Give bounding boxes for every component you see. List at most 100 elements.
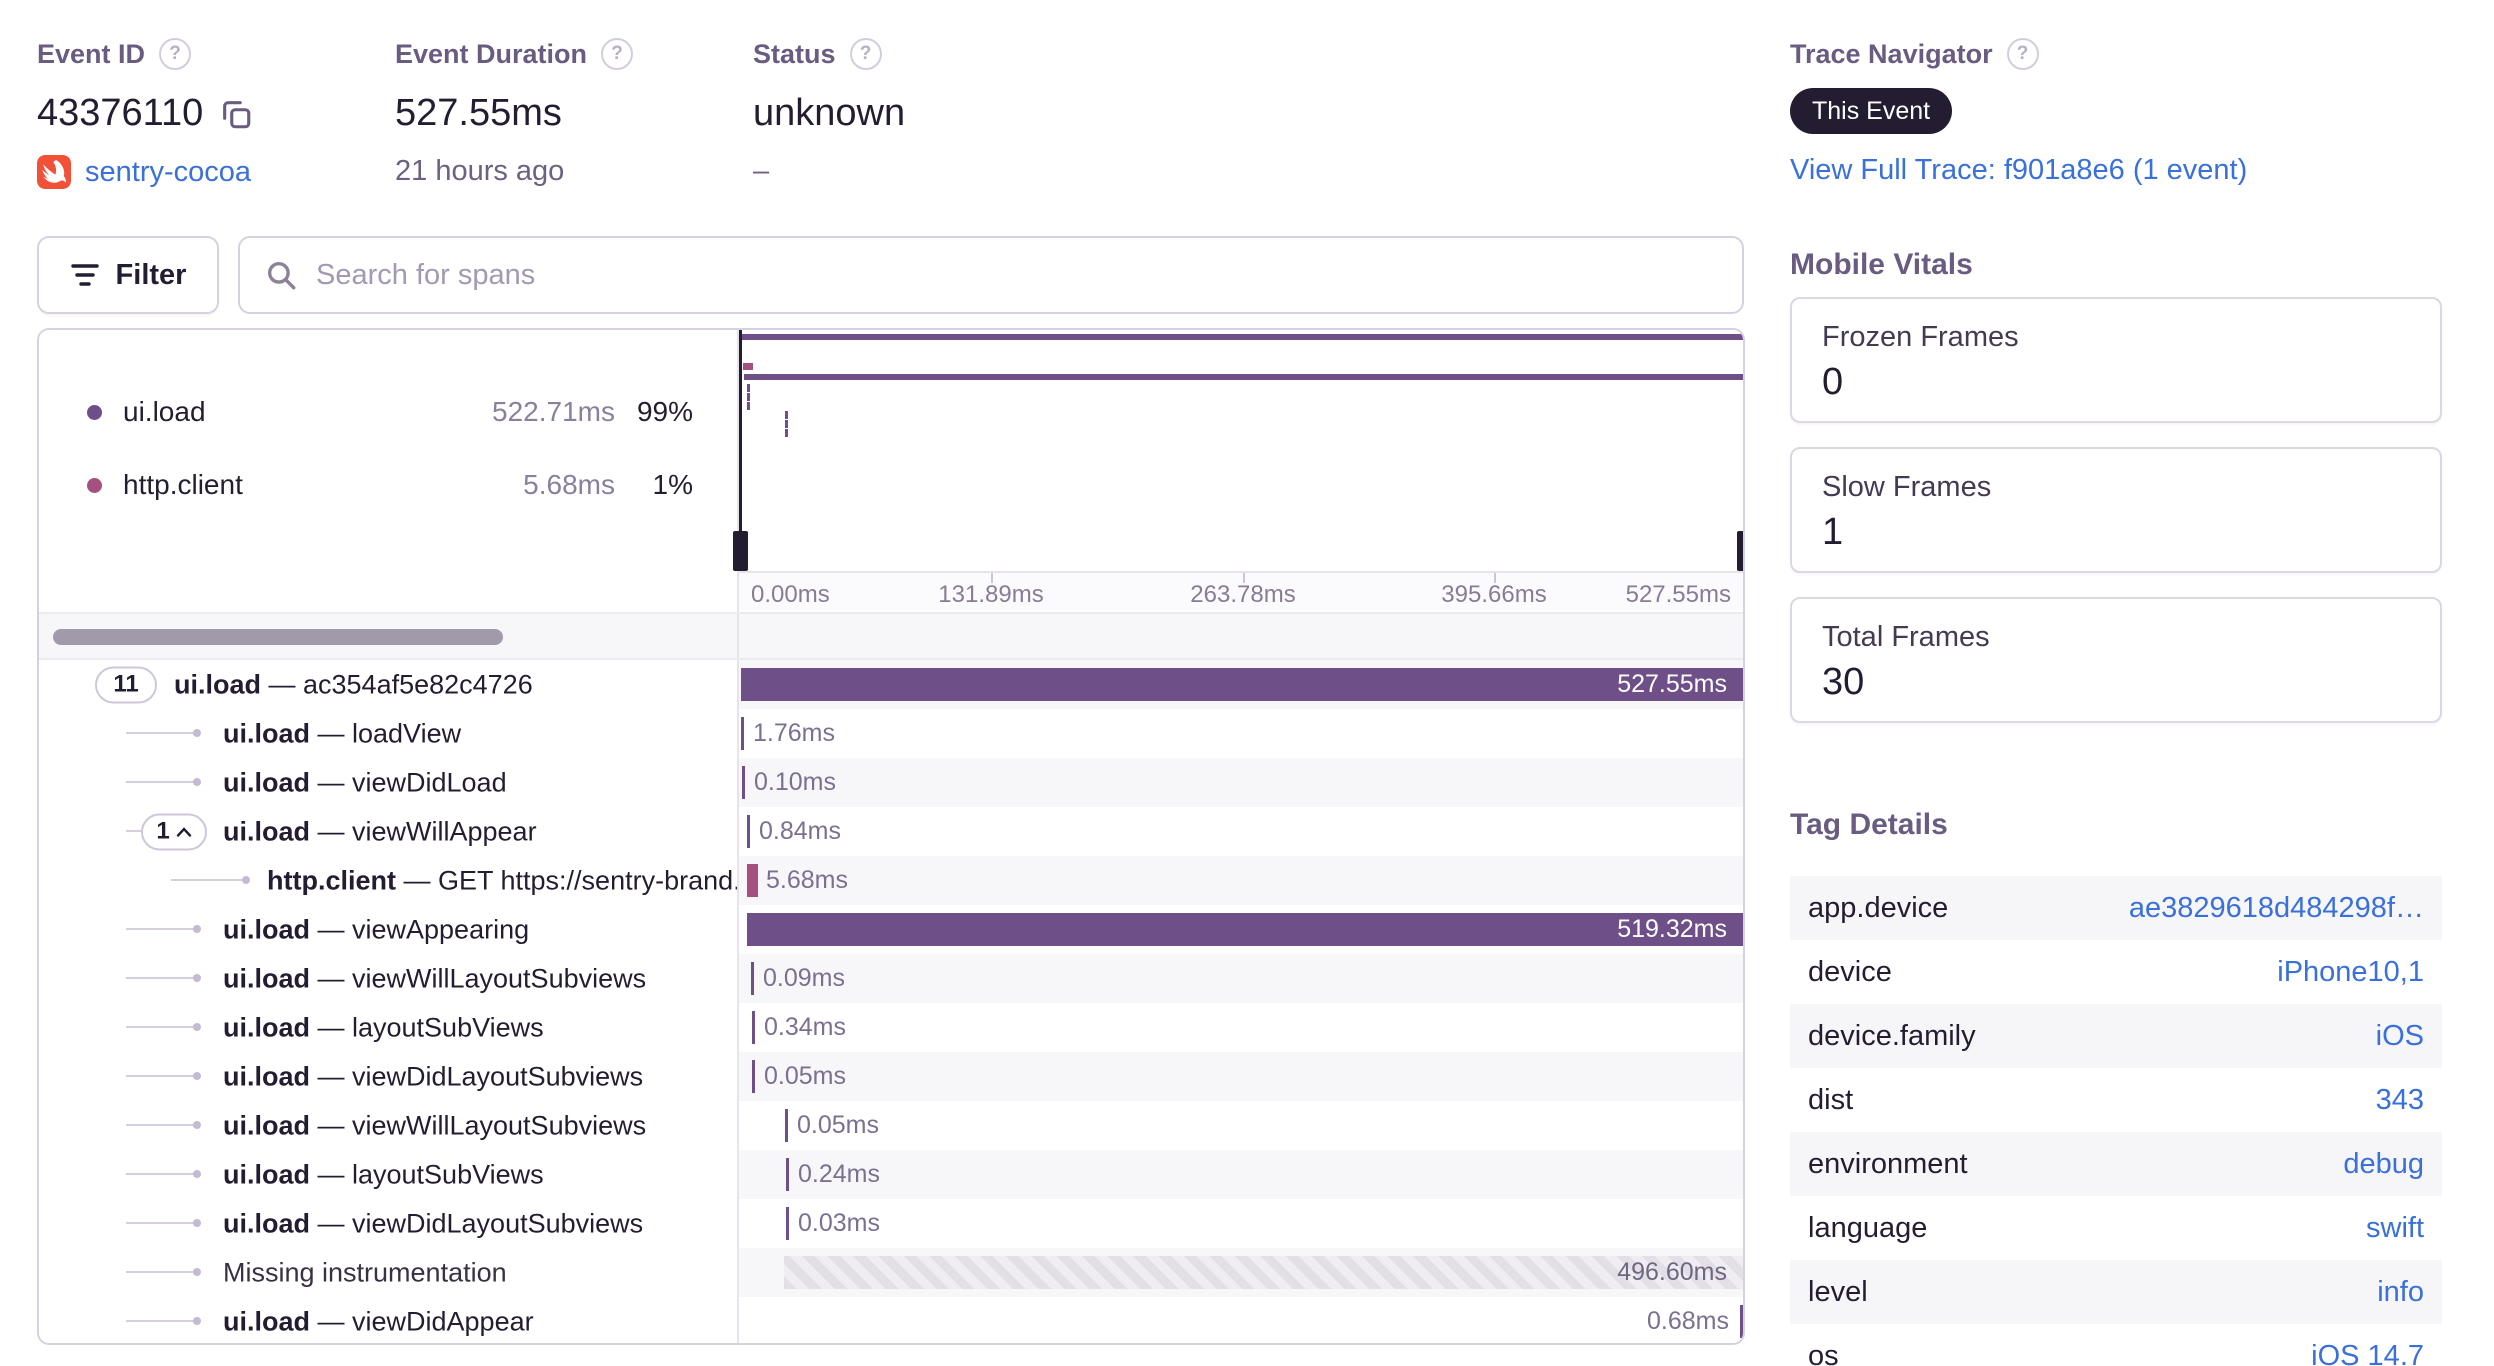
span-label: ui.load — viewWillAppear (223, 816, 537, 846)
op-name: ui.load (123, 396, 206, 427)
span-row-ac354af5e82c4726[interactable]: 11 ui.load — ac354af5e82c4726 527.55ms (39, 660, 1743, 709)
span-row-viewdidload[interactable]: ui.load — viewDidLoad 0.10ms (39, 758, 1743, 807)
span-row-viewdidlayoutsubviews[interactable]: ui.load — viewDidLayoutSubviews 0.05ms (39, 1052, 1743, 1101)
minimap-handle-left-grip[interactable] (733, 531, 748, 571)
minimap-handle-left[interactable] (733, 330, 748, 571)
tag-row-device.family: device.family iOS (1790, 1004, 2442, 1068)
span-bar[interactable] (752, 1060, 755, 1093)
minimap-span-mark (785, 429, 788, 437)
span-toggle-pill[interactable]: 11 (95, 666, 157, 703)
span-tree-cell: ui.load — layoutSubViews (39, 1150, 737, 1199)
span-label: Missing instrumentation (223, 1257, 507, 1287)
op-duration: 522.71ms (492, 396, 615, 427)
panel-divider (737, 709, 739, 758)
tag-value-link[interactable]: ae3829618d484298f… (2128, 891, 2424, 924)
copy-icon[interactable] (219, 97, 253, 131)
span-label: ui.load — viewWillLayoutSubviews (223, 963, 647, 993)
this-event-badge: This Event (1790, 88, 1953, 134)
help-icon[interactable]: ? (601, 38, 634, 70)
tag-value-link[interactable]: info (2377, 1275, 2424, 1308)
span-label: ui.load — layoutSubViews (223, 1012, 544, 1042)
filter-label: Filter (115, 258, 187, 291)
status-sub: – (753, 155, 770, 187)
tree-connector (126, 1320, 195, 1322)
span-row-layoutsubviews[interactable]: ui.load — layoutSubViews 0.24ms (39, 1150, 1743, 1199)
tree-node-dot (193, 1023, 201, 1031)
tag-details-heading: Tag Details (1790, 808, 1948, 841)
op-color-dot (87, 404, 102, 420)
span-row-viewwilllayoutsubviews[interactable]: ui.load — viewWillLayoutSubviews 0.05ms (39, 1101, 1743, 1150)
span-row-viewdidappear[interactable]: ui.load — viewDidAppear 0.68ms (39, 1297, 1743, 1343)
span-bar[interactable] (751, 962, 754, 995)
panel-divider (737, 1150, 739, 1199)
span-tree-cell: ui.load — viewDidLayoutSubviews (39, 1199, 737, 1248)
minimap-span-mark (747, 393, 750, 401)
span-bar[interactable] (742, 766, 745, 799)
tag-value-link[interactable]: 343 (2375, 1083, 2424, 1116)
span-bar[interactable] (747, 815, 750, 848)
help-icon[interactable]: ? (159, 38, 192, 70)
panel-divider (737, 807, 739, 856)
tag-row-level: level info (1790, 1260, 2442, 1324)
tree-connector (126, 781, 195, 783)
tag-key: level (1808, 1275, 1868, 1308)
tag-key: environment (1808, 1147, 1968, 1180)
span-row-missing-instrumentation[interactable]: Missing instrumentation 496.60ms (39, 1248, 1743, 1297)
span-label: ui.load — viewDidLayoutSubviews (223, 1208, 644, 1238)
span-row-viewwillappear[interactable]: 1 ui.load — viewWillAppear 0.84ms (39, 807, 1743, 856)
legend-item-ui.load[interactable]: ui.load 522.71ms 99% (39, 392, 737, 432)
tag-value-link[interactable]: iOS (2375, 1019, 2424, 1052)
span-toggle-pill[interactable]: 1 (141, 813, 207, 850)
span-bar[interactable] (786, 1158, 789, 1191)
legend-item-http.client[interactable]: http.client 5.68ms 1% (39, 465, 737, 505)
help-icon[interactable]: ? (2006, 38, 2039, 70)
span-bar[interactable] (786, 1207, 789, 1240)
vital-label: Slow Frames (1822, 471, 1992, 503)
span-duration-cell: 0.05ms (739, 1052, 1743, 1101)
span-label: ui.load — ac354af5e82c4726 (174, 669, 533, 699)
span-row-get-https-sentry-brand-stora[interactable]: http.client — GET https://sentry-brand.s… (39, 856, 1743, 905)
search-input[interactable] (316, 258, 1718, 292)
minimap-handle-right-grip[interactable] (1737, 531, 1743, 571)
span-bar[interactable] (752, 1011, 755, 1044)
span-bar[interactable] (747, 913, 1743, 946)
op-duration: 5.68ms (523, 469, 615, 500)
panel-divider (737, 1052, 739, 1101)
span-bar[interactable] (741, 668, 1743, 701)
span-waterfall-panel: ui.load 522.71ms 99% http.client 5.68ms 1% 0.… (37, 328, 1745, 1345)
span-row-viewwilllayoutsubviews[interactable]: ui.load — viewWillLayoutSubviews 0.09ms (39, 954, 1743, 1003)
span-duration-label: 519.32ms (1617, 915, 1727, 943)
span-label: ui.load — loadView (223, 718, 462, 748)
span-label: http.client — GET https://sentry-brand.s… (267, 865, 737, 895)
tag-value-link[interactable]: iOS 14.7 (2311, 1339, 2424, 1366)
project-link[interactable]: sentry-cocoa (85, 155, 252, 188)
panel-divider (737, 1003, 739, 1052)
span-bar[interactable] (785, 1109, 788, 1142)
span-bar[interactable] (1740, 1305, 1743, 1338)
filter-button[interactable]: Filter (37, 236, 219, 314)
minimap-viewport[interactable] (733, 330, 1743, 571)
view-full-trace-link[interactable]: View Full Trace: f901a8e6 (1 event) (1790, 154, 2248, 186)
tag-key: app.device (1808, 891, 1949, 924)
panel-divider (737, 954, 739, 1003)
axis-tick-label: 263.78ms (1190, 581, 1296, 608)
span-row-viewappearing[interactable]: ui.load — viewAppearing 519.32ms (39, 905, 1743, 954)
tag-value-link[interactable]: debug (2343, 1147, 2424, 1180)
axis-tick (1243, 573, 1245, 583)
help-icon[interactable]: ? (849, 38, 882, 70)
span-row-viewdidlayoutsubviews[interactable]: ui.load — viewDidLayoutSubviews 0.03ms (39, 1199, 1743, 1248)
op-percent: 1% (652, 469, 693, 500)
tag-value-link[interactable]: swift (2366, 1211, 2424, 1244)
span-row-loadview[interactable]: ui.load — loadView 1.76ms (39, 709, 1743, 758)
span-bar[interactable] (747, 864, 758, 897)
minimap-handle-right[interactable] (1737, 531, 1743, 571)
span-row-layoutsubviews[interactable]: ui.load — layoutSubViews 0.34ms (39, 1003, 1743, 1052)
tag-value-link[interactable]: iPhone10,1 (2277, 955, 2424, 988)
trace-navigator-block: Trace Navigator ? This Event View Full T… (1790, 38, 2247, 187)
missing-instrumentation-bar[interactable] (784, 1256, 1743, 1289)
horizontal-scrollbar[interactable] (53, 629, 503, 645)
span-bar[interactable] (741, 717, 744, 750)
span-tree-cell: ui.load — viewDidLoad (39, 758, 737, 807)
panel-divider (737, 330, 739, 612)
trace-navigator-label: Trace Navigator (1790, 38, 1993, 69)
